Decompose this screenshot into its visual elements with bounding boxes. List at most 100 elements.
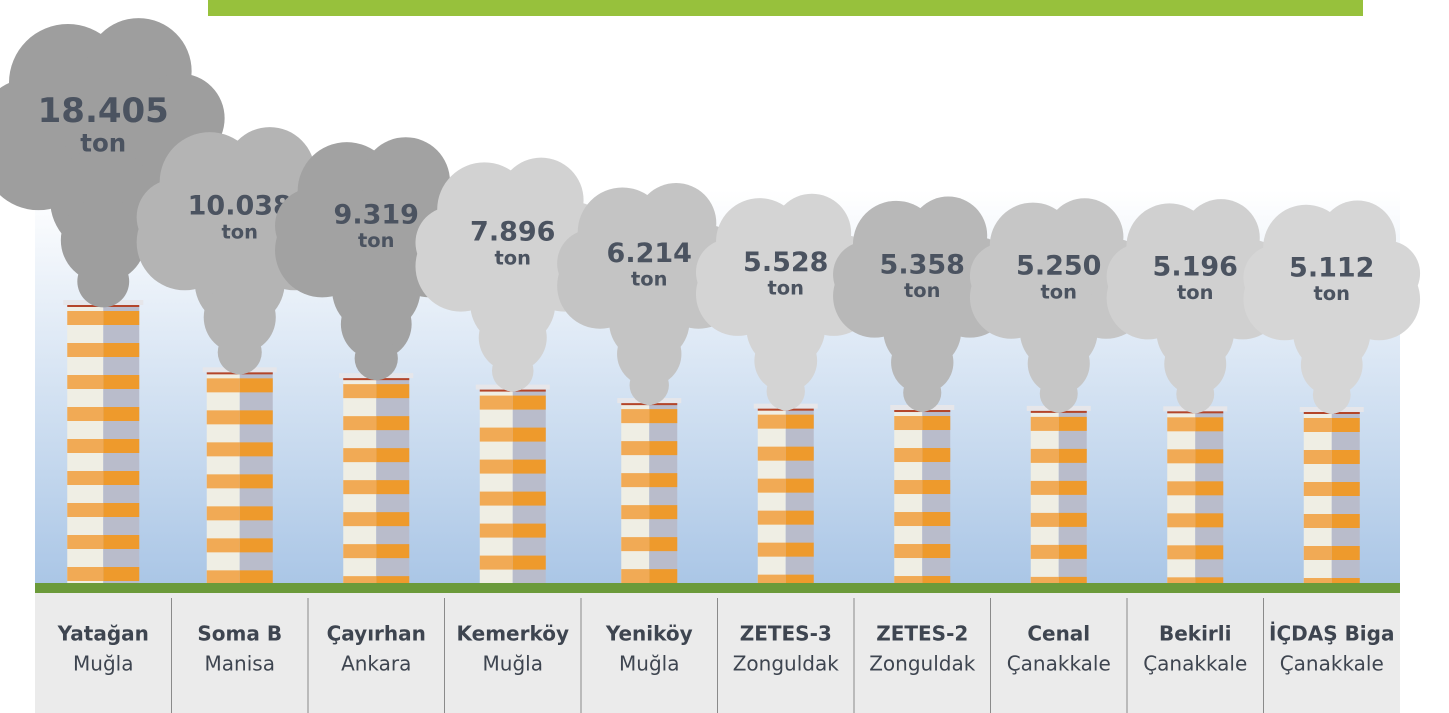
- cloud-puff: [93, 287, 114, 307]
- cloud-puff: [491, 349, 534, 392]
- chimney-body: [785, 408, 814, 583]
- chimney-stripe: [785, 510, 814, 525]
- chimney: [1026, 405, 1091, 583]
- value-label: 7.896: [470, 217, 555, 248]
- chimney-stripe: [67, 343, 104, 357]
- chimney-stripe: [1195, 449, 1224, 464]
- chimney-stripe: [343, 384, 377, 399]
- chimney-stripe: [649, 409, 678, 424]
- chimney-stripe: [67, 375, 104, 389]
- chimney-body: [479, 389, 513, 583]
- chimney-body: [757, 408, 786, 583]
- chimney-stripe: [894, 544, 923, 559]
- chimney-stripe: [512, 427, 546, 442]
- chimney-stripe: [649, 473, 678, 488]
- chimney-stripe: [785, 414, 814, 429]
- chimney: [1163, 406, 1228, 583]
- chimney-stripe: [1303, 450, 1332, 464]
- cloud-puff: [136, 179, 213, 256]
- chimney-stripe: [922, 576, 951, 583]
- chimney-stripe: [621, 473, 650, 488]
- region-label: Manisa: [205, 652, 275, 676]
- category-label: Çayırhan: [327, 622, 426, 646]
- chimney-stripe: [343, 480, 377, 495]
- cloud-puff: [229, 354, 250, 375]
- chimney-stripe: [1030, 480, 1059, 495]
- region-label: Muğla: [619, 652, 679, 676]
- chimney-stripe: [1058, 576, 1087, 583]
- cloud-puff: [969, 243, 1036, 309]
- chimney-stripe: [1195, 417, 1224, 432]
- chimney: [1299, 407, 1364, 583]
- chimney-stripe: [649, 505, 678, 520]
- chimney-stripe: [1195, 513, 1224, 528]
- chimney-stripe: [206, 410, 240, 425]
- chimney-stripe: [206, 506, 240, 521]
- cloud-puff: [1300, 333, 1363, 396]
- chimney-stripe: [757, 510, 786, 525]
- chimney-stripe: [239, 570, 273, 583]
- chimney-stripe: [1030, 448, 1059, 463]
- chimney-stripe: [67, 407, 104, 421]
- chimney-stripe: [103, 375, 140, 389]
- value-label: 10.038: [188, 191, 292, 222]
- cloud-puff: [502, 371, 523, 392]
- category-label: Soma B: [197, 622, 282, 646]
- unit-label: ton: [631, 268, 667, 291]
- cloud-puff: [891, 331, 954, 394]
- chimney-stripe: [343, 576, 377, 583]
- value-label: 5.112: [1289, 253, 1374, 284]
- chimney-stripe: [376, 480, 410, 495]
- unit-label: ton: [222, 220, 258, 243]
- cloud-puff: [1354, 240, 1421, 306]
- chimney-stripe: [1331, 482, 1360, 496]
- value-label: 5.358: [880, 249, 965, 280]
- chimney-stripe: [757, 414, 786, 429]
- region-label: Çanakkale: [1007, 652, 1111, 676]
- chimney-stripe: [512, 459, 546, 474]
- chimney-stripe: [67, 503, 104, 517]
- region-label: Zonguldak: [733, 652, 839, 676]
- region-label: Çanakkale: [1280, 652, 1384, 676]
- unit-label: ton: [1177, 281, 1213, 304]
- value-label: 5.528: [743, 247, 828, 278]
- chimney-stripe: [1058, 512, 1087, 527]
- chimney-stripe: [757, 446, 786, 461]
- cloud: [0, 18, 225, 308]
- region-label: Zonguldak: [869, 652, 975, 676]
- chimney-stripe: [206, 378, 240, 393]
- chimney-stripe: [894, 512, 923, 527]
- chimney-stripe: [1058, 416, 1087, 431]
- chimney-stripe: [649, 441, 678, 456]
- chimney-stripe: [922, 512, 951, 527]
- cloud-puff: [478, 303, 547, 372]
- chimney-stripe: [621, 409, 650, 424]
- category-label: ZETES-2: [876, 622, 968, 646]
- chimney-stripe: [376, 448, 410, 463]
- chimney-stripe: [1167, 449, 1196, 464]
- value-label: 5.250: [1016, 251, 1101, 282]
- chimney-stripe: [757, 478, 786, 493]
- chimney-stripe: [479, 555, 513, 570]
- chimney-stripe: [512, 395, 546, 410]
- chimney-stripe: [67, 535, 104, 549]
- chimney-stripe: [1167, 513, 1196, 528]
- chimney-stripe: [922, 416, 951, 431]
- cloud-puff: [217, 330, 262, 375]
- cloud-puff: [1243, 245, 1309, 311]
- cloud: [557, 183, 742, 406]
- chimney-stripe: [1058, 448, 1087, 463]
- category-label: Cenal: [1027, 622, 1090, 646]
- chimney-stripe: [757, 574, 786, 583]
- chimney-stripe: [103, 343, 140, 357]
- chimney-body: [621, 403, 650, 583]
- cloud-puff: [203, 281, 276, 354]
- chimney-stripe: [1058, 544, 1087, 559]
- chimney-stripe: [894, 416, 923, 431]
- cloud-puff: [0, 79, 72, 169]
- chimney-stripe: [1303, 546, 1332, 560]
- cloud-puff: [912, 392, 933, 413]
- chimney-stripe: [621, 537, 650, 552]
- chimney-stripe: [239, 538, 273, 553]
- chimney: [339, 373, 414, 583]
